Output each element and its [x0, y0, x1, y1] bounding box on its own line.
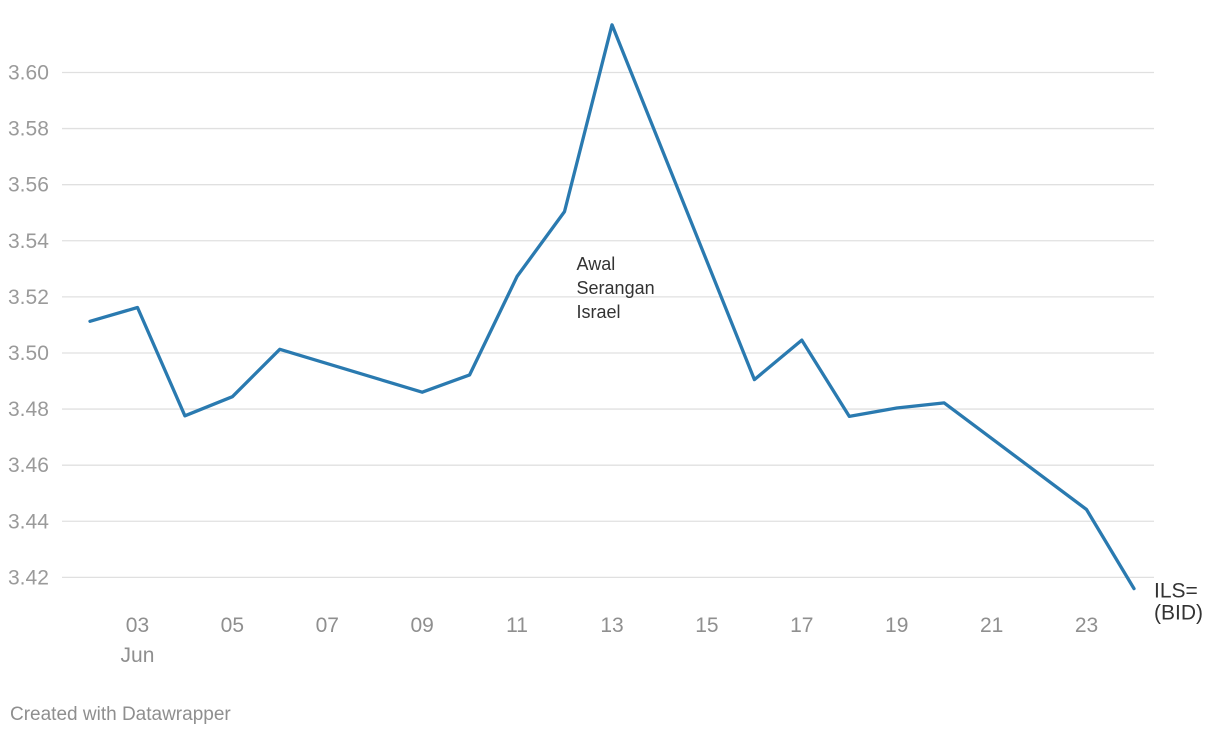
y-tick-label: 3.44: [8, 510, 49, 533]
y-tick-label: 3.56: [8, 174, 49, 197]
y-axis-ticks: 3.42 3.44 3.46 3.48 3.50 3.52 3.54 3.56 3.58 3.60: [8, 61, 49, 589]
x-tick-label: 19: [885, 614, 908, 637]
series-lines: [88, 23, 1136, 591]
x-tick-label: 23: [1075, 614, 1098, 637]
y-tick-label: 3.52: [8, 286, 49, 309]
series-line: [88, 23, 1136, 591]
y-tick-label: 3.54: [8, 230, 49, 253]
x-tick-label: 05: [221, 614, 244, 637]
x-tick-label: 03: [126, 614, 149, 637]
y-tick-label: 3.60: [8, 61, 49, 84]
x-tick-sublabel: Jun: [121, 644, 155, 667]
credit-text: Created with Datawrapper: [10, 704, 231, 725]
y-tick-label: 3.50: [8, 342, 49, 365]
x-tick-label: 13: [600, 614, 623, 637]
x-tick-label: 21: [980, 614, 1003, 637]
series-label: ILS= (BID): [1154, 580, 1203, 625]
y-tick-label: 3.42: [8, 566, 49, 589]
y-tick-label: 3.48: [8, 398, 49, 421]
x-tick-label: 15: [695, 614, 718, 637]
annotations: Awal Serangan Israel: [577, 254, 655, 322]
x-tick-label: 11: [506, 614, 528, 637]
x-tick-label: 09: [411, 614, 434, 637]
x-tick-label: 17: [790, 614, 813, 637]
x-tick-label: 07: [316, 614, 339, 637]
y-tick-label: 3.46: [8, 454, 49, 477]
y-tick-label: 3.58: [8, 118, 49, 141]
gridlines: [62, 71, 1154, 579]
x-axis-ticks: 03 Jun 05 07 09 11 13 15 17 19 21 23: [121, 614, 1099, 667]
series-labels: ILS= (BID): [1154, 580, 1203, 625]
annotation-text: Awal Serangan Israel: [577, 254, 655, 322]
